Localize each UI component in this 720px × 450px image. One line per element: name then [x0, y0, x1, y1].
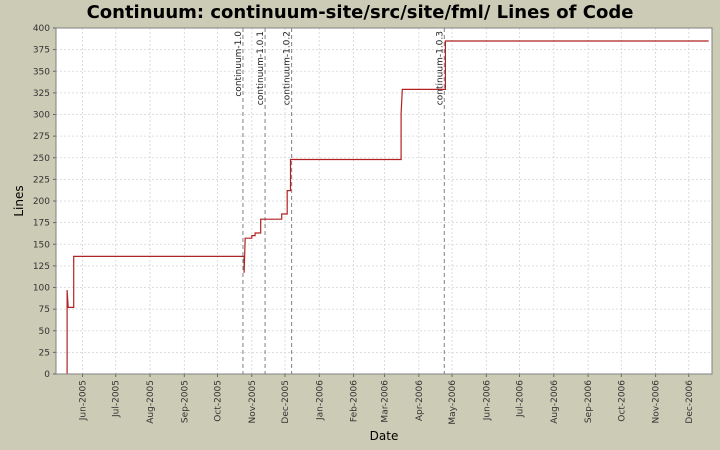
x-tick-label: Jun-2005 — [79, 380, 89, 421]
x-tick-label: Feb-2006 — [350, 380, 360, 422]
x-tick-label: Dec-2006 — [685, 380, 695, 424]
y-axis-label: Lines — [12, 185, 26, 216]
x-axis-label: Date — [370, 429, 399, 443]
version-marker-label: continuum-1.0.2 — [283, 31, 293, 105]
y-axis: 0 25 50 75 100 125 150 175 200 225 250 275 300 325 350… — [33, 24, 56, 380]
x-tick-label: Aug-2005 — [146, 380, 156, 424]
x-tick-label: Jan-2006 — [315, 380, 325, 421]
x-tick-label: Jun-2006 — [482, 380, 492, 421]
series-layer — [66, 40, 709, 374]
y-tick-label: 250 — [33, 154, 50, 164]
series-line — [66, 40, 709, 374]
version-marker-label: continuum-1.0.3 — [435, 31, 445, 105]
version-marker-label: continuum-1.0.1 — [256, 31, 266, 105]
y-tick-label: 175 — [33, 219, 50, 229]
x-tick-label: Apr-2006 — [415, 380, 425, 421]
x-tick-label: Jul-2005 — [112, 380, 122, 418]
x-tick-label: May-2006 — [448, 380, 458, 425]
y-tick-label: 0 — [44, 370, 50, 380]
version-marker-label: continuum-1.0 — [234, 31, 244, 97]
version-markers: continuum-1.0 continuum-1.0.1 continuum-1.… — [234, 28, 445, 374]
y-tick-label: 25 — [39, 348, 50, 358]
y-tick-label: 125 — [33, 262, 50, 272]
x-tick-label: Mar-2006 — [381, 380, 391, 423]
x-tick-label: Sep-2006 — [584, 380, 594, 423]
x-tick-label: Aug-2006 — [550, 380, 560, 424]
y-tick-label: 400 — [33, 24, 50, 34]
y-tick-label: 50 — [39, 327, 51, 337]
y-tick-label: 150 — [33, 240, 50, 250]
y-tick-label: 200 — [33, 197, 50, 207]
x-tick-label: Oct-2005 — [214, 380, 224, 422]
y-tick-label: 275 — [33, 132, 50, 142]
x-tick-label: Oct-2006 — [617, 380, 627, 422]
x-tick-label: Jul-2006 — [516, 380, 526, 418]
x-axis: Jun-2005 Jul-2005 Aug-2005 Sep-2005 Oct-2005… — [79, 374, 695, 425]
y-tick-label: 375 — [33, 46, 50, 56]
y-tick-label: 75 — [39, 305, 50, 315]
y-tick-label: 100 — [33, 284, 50, 294]
y-tick-label: 225 — [33, 175, 50, 185]
chart-title: Continuum: continuum-site/src/site/fml/ … — [86, 2, 634, 23]
x-tick-label: Dec-2005 — [281, 380, 291, 424]
x-tick-label: Nov-2006 — [652, 380, 662, 424]
plot-border — [55, 27, 713, 375]
y-tick-label: 350 — [33, 67, 50, 77]
y-tick-label: 300 — [33, 111, 50, 121]
x-tick-label: Nov-2005 — [248, 380, 258, 423]
y-tick-label: 325 — [33, 89, 50, 99]
x-tick-label: Sep-2005 — [180, 380, 190, 423]
